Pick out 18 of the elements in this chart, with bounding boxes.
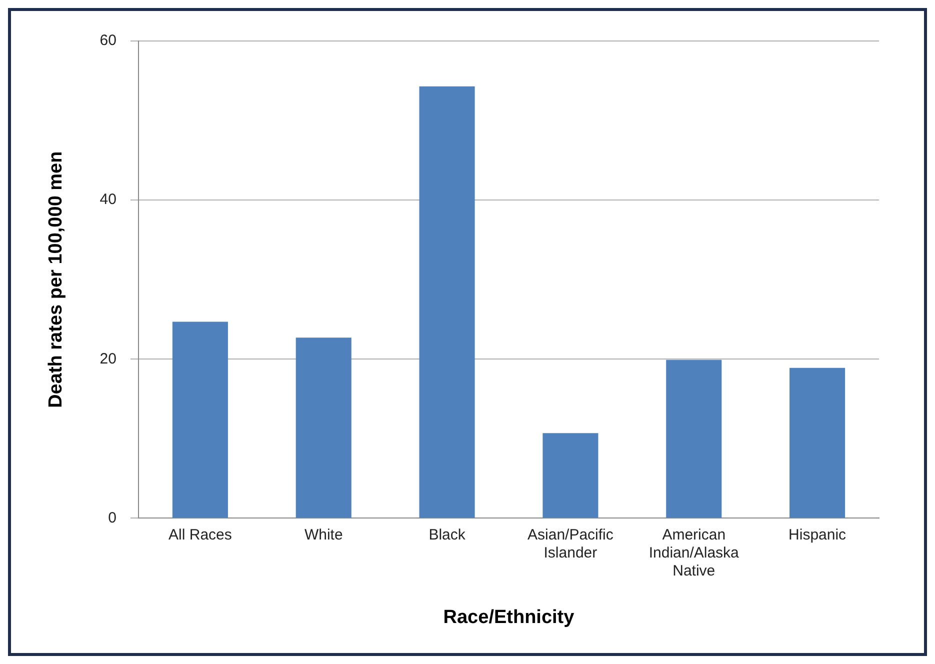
x-tick-label: All Races bbox=[168, 526, 232, 544]
x-tick-label: American Indian/Alaska Native bbox=[648, 526, 740, 580]
bar bbox=[542, 433, 598, 518]
y-tick-label: 20 bbox=[100, 350, 116, 368]
y-tick-label: 60 bbox=[100, 32, 116, 50]
x-tick-label: White bbox=[304, 526, 343, 544]
bar bbox=[790, 368, 846, 518]
y-tick-label: 40 bbox=[100, 191, 116, 208]
x-tick-label: Asian/Pacific Islander bbox=[528, 526, 614, 562]
bar bbox=[172, 322, 228, 518]
x-tick-label: Hispanic bbox=[788, 526, 847, 544]
y-tick-label: 0 bbox=[108, 509, 116, 526]
y-axis-title: Death rates per 100,000 men bbox=[46, 151, 67, 408]
x-axis-title: Race/Ethnicity bbox=[443, 606, 575, 628]
bar bbox=[296, 338, 352, 518]
bar bbox=[666, 360, 722, 518]
bar bbox=[419, 86, 475, 518]
x-tick-label: Black bbox=[428, 526, 466, 544]
